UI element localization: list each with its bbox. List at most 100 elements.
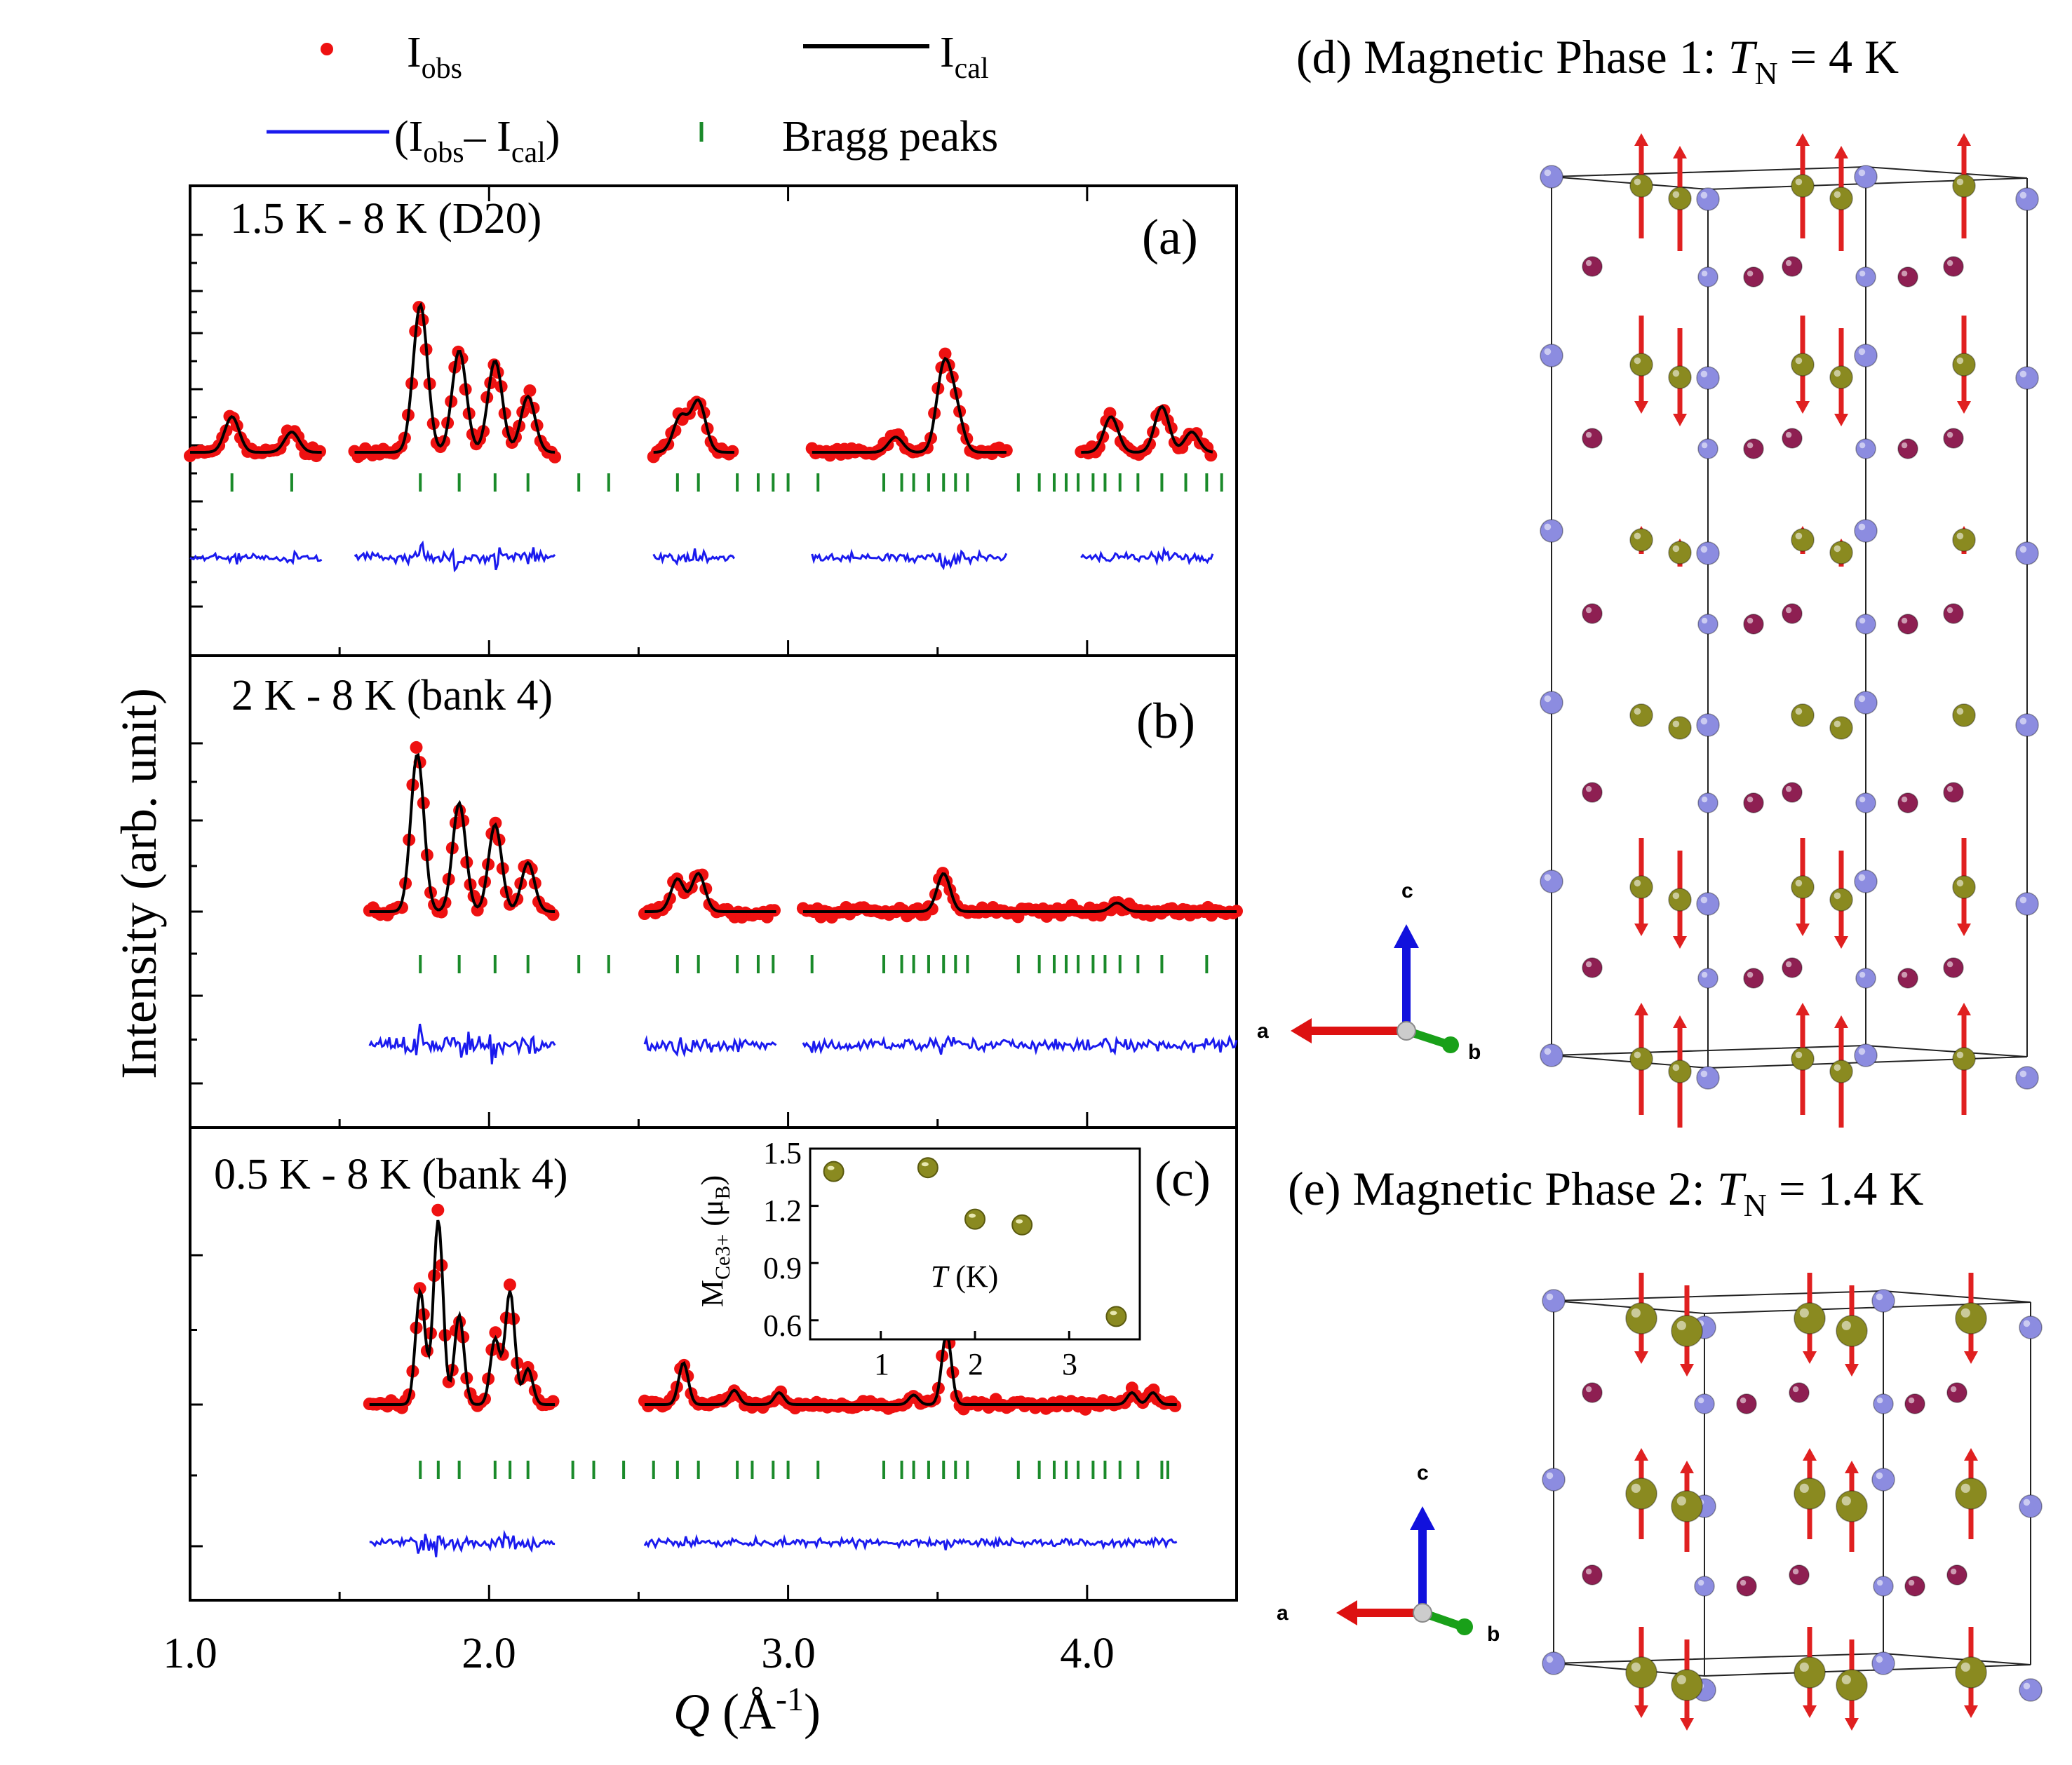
- ce-atom-highlight: [1834, 545, 1841, 553]
- anion-atom: [1897, 792, 1918, 813]
- magnetic-moment-arrowhead: [1634, 1351, 1648, 1364]
- cation-atom-highlight: [2019, 546, 2027, 553]
- anion-atom-highlight: [1585, 431, 1592, 438]
- ce-atom-highlight: [1631, 1483, 1641, 1493]
- cation-atom: [1697, 266, 1718, 288]
- diff-line: [368, 1023, 556, 1064]
- ce-atom: [1829, 888, 1853, 912]
- anion-atom-highlight: [1785, 431, 1792, 438]
- obs-point: [925, 902, 939, 916]
- structure-d-title: (d) Magnetic Phase 1: TN = 4 K: [1296, 30, 1899, 91]
- x-tick-label: 3.0: [761, 1630, 816, 1677]
- anion-atom: [1943, 957, 1964, 978]
- diff-line: [802, 1034, 1238, 1056]
- magnetic-moment-arrowhead: [1796, 401, 1810, 414]
- ce-atom-highlight: [1672, 1064, 1680, 1071]
- cation-atom-highlight: [1544, 169, 1552, 177]
- anion-atom-highlight: [1908, 1397, 1915, 1404]
- obs-point: [396, 901, 408, 914]
- magnetic-moment-arrowhead: [1803, 1351, 1817, 1364]
- cation-atom: [2015, 892, 2039, 916]
- ce-atom: [1625, 1302, 1657, 1334]
- cation-atom: [1697, 968, 1718, 989]
- ce-atom: [1794, 1302, 1826, 1334]
- crystal-structure-phase1: [1540, 133, 2039, 1128]
- obs-point: [431, 1203, 445, 1217]
- cation-atom: [1697, 438, 1718, 459]
- inset-x-tick-label: 2: [968, 1347, 983, 1381]
- inset-point-highlight: [1016, 1219, 1023, 1224]
- cation-atom-highlight: [1701, 270, 1708, 277]
- obs-point: [503, 1278, 516, 1292]
- panel-a-label: (a): [1142, 209, 1198, 265]
- anion-atom: [1946, 1564, 1967, 1585]
- anion-atom: [1904, 1576, 1925, 1597]
- axis-b-arrowhead: [1442, 1036, 1459, 1053]
- legend-obs-marker: [321, 43, 333, 55]
- diff-line: [369, 1529, 556, 1557]
- anion-atom: [1946, 1382, 1967, 1403]
- anion-atom-highlight: [1747, 617, 1754, 624]
- magnetic-moment-arrowhead: [1680, 1364, 1694, 1377]
- anion-atom: [1743, 438, 1764, 459]
- anion-atom-highlight: [1740, 1579, 1747, 1586]
- magnetic-moment-arrowhead: [1803, 1705, 1817, 1718]
- anion-atom: [1743, 266, 1764, 288]
- legend-bragg-label: Bragg peaks: [782, 113, 998, 161]
- inset-point: [917, 1157, 939, 1179]
- ce-atom: [1794, 1656, 1826, 1689]
- axis-b-label: b: [1468, 1041, 1481, 1064]
- cation-atom-highlight: [1700, 191, 1708, 199]
- obs-point: [696, 868, 709, 881]
- magnetic-moment-arrowhead: [1680, 1718, 1694, 1731]
- crystal-structure-phase2: [1542, 1273, 2043, 1731]
- inset-point: [1011, 1214, 1033, 1236]
- magnetic-moment-arrowhead: [1634, 1003, 1648, 1015]
- ce-atom-highlight: [1795, 357, 1803, 365]
- magnetic-moment-arrowhead: [1845, 1718, 1859, 1731]
- ce-atom-highlight: [1956, 357, 1964, 365]
- ce-atom: [1668, 541, 1692, 564]
- panel-c: [189, 1126, 1238, 1602]
- ce-atom-highlight: [1834, 191, 1841, 198]
- ce-atom: [1668, 888, 1692, 912]
- cation-atom-highlight: [1858, 1048, 1866, 1055]
- cation-atom: [1540, 691, 1563, 715]
- anion-atom: [1582, 957, 1603, 978]
- anion-atom: [1897, 266, 1918, 288]
- cation-atom-highlight: [1876, 1397, 1883, 1404]
- inset-x-tick-label: 3: [1062, 1347, 1077, 1381]
- magnetic-moment-arrowhead: [1845, 1364, 1859, 1377]
- cation-atom: [1873, 1576, 1894, 1597]
- cation-atom: [1855, 266, 1876, 288]
- diff-line: [811, 548, 1008, 571]
- obs-point: [939, 347, 952, 360]
- anion-atom: [1582, 782, 1603, 803]
- cation-atom: [1873, 1393, 1894, 1414]
- axis-a-label: a: [1277, 1602, 1289, 1625]
- anion-atom-highlight: [1792, 1568, 1799, 1575]
- ce-atom: [1952, 703, 1976, 727]
- ce-atom-highlight: [1795, 178, 1803, 186]
- ce-atom-highlight: [1631, 1308, 1641, 1318]
- ce-atom: [1829, 187, 1853, 210]
- cation-atom-highlight: [1701, 796, 1708, 803]
- cation-atom: [1694, 1576, 1715, 1597]
- cation-atom-highlight: [1697, 1579, 1704, 1586]
- axis-c-label: c: [1401, 879, 1413, 902]
- ce-atom: [1791, 353, 1815, 377]
- anion-atom-highlight: [1946, 259, 1953, 266]
- axis-c-label: c: [1417, 1461, 1429, 1485]
- magnetic-moment-arrowhead: [1634, 133, 1648, 146]
- magnetic-moment-arrowhead: [1673, 414, 1687, 426]
- anion-atom-highlight: [1901, 442, 1908, 449]
- cation-atom: [1855, 792, 1876, 813]
- ce-atom: [1671, 1669, 1703, 1701]
- cation-atom-highlight: [1858, 874, 1866, 881]
- ce-atom-highlight: [1960, 1308, 1970, 1318]
- cation-atom: [1855, 968, 1876, 989]
- anion-atom: [1743, 614, 1764, 635]
- cation-atom-highlight: [1701, 442, 1708, 449]
- ce-atom-highlight: [1795, 532, 1803, 540]
- inset-point-highlight: [969, 1213, 976, 1218]
